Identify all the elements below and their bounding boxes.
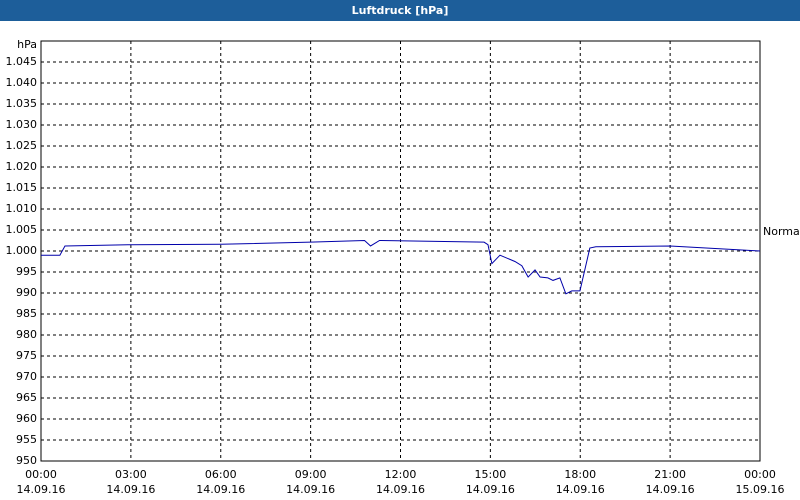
y-tick-label: 965 [16,391,37,404]
x-tick-label: 12:00 [385,468,417,481]
y-tick-label: 1.045 [6,55,38,68]
y-tick-label: 1.005 [6,223,38,236]
y-tick-label: 1.015 [6,181,38,194]
x-tick-label: 00:00 [25,468,57,481]
x-tick-date: 14.09.16 [196,483,245,496]
title-bar [0,0,800,21]
window-title: Luftdruck [hPa] [352,4,449,17]
x-tick-date: 15.09.16 [736,483,785,496]
x-tick-label: 03:00 [115,468,147,481]
y-tick-label: 1.030 [6,118,38,131]
y-tick-label: 1.035 [6,97,38,110]
y-tick-label: 950 [16,454,37,467]
y-tick-label: 960 [16,412,37,425]
y-tick-label: 995 [16,265,37,278]
x-tick-label: 00:00 [744,468,776,481]
x-tick-date: 14.09.16 [286,483,335,496]
y-tick-label: 1.040 [6,76,38,89]
x-tick-date: 14.09.16 [106,483,155,496]
x-tick-date: 14.09.16 [17,483,66,496]
y-unit: hPa [17,38,37,51]
y-tick-label: 985 [16,307,37,320]
y-tick-label: 1.010 [6,202,38,215]
y-tick-label: 975 [16,349,37,362]
x-tick-label: 18:00 [564,468,596,481]
x-tick-label: 09:00 [295,468,327,481]
y-tick-label: 1.025 [6,139,38,152]
annotation: Normal [763,225,800,238]
y-tick-label: 970 [16,370,37,383]
x-tick-date: 14.09.16 [466,483,515,496]
x-tick-label: 21:00 [654,468,686,481]
x-tick-date: 14.09.16 [376,483,425,496]
x-tick-label: 06:00 [205,468,237,481]
y-tick-label: 955 [16,433,37,446]
x-tick-date: 14.09.16 [646,483,695,496]
x-tick-label: 15:00 [475,468,507,481]
y-tick-label: 1.020 [6,160,38,173]
data-line [41,239,761,295]
y-tick-label: 980 [16,328,37,341]
x-tick-date: 14.09.16 [556,483,605,496]
y-tick-label: 990 [16,286,37,299]
y-tick-label: 1.000 [6,244,38,257]
